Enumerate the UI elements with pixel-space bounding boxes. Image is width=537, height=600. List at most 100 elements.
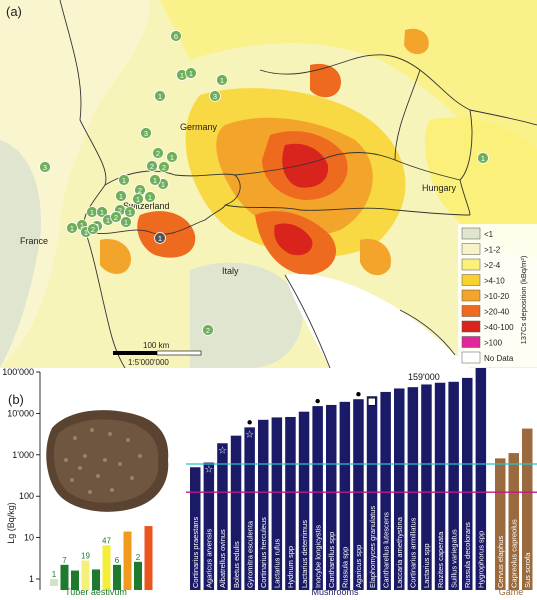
sample-marker <box>66 222 78 234</box>
sample-marker <box>170 30 182 42</box>
marker-count: 1 <box>158 234 162 243</box>
x-labels: Cortinarius praestans Agaricus arvensis Al… <box>191 506 532 588</box>
legend-swatch <box>461 243 481 255</box>
truffle-image <box>46 410 169 512</box>
marker-count: 1 <box>106 216 110 225</box>
sample-marker <box>115 190 127 202</box>
tuber-bar <box>102 545 111 590</box>
tuber-bar <box>81 560 90 590</box>
mushroom-bar <box>190 467 201 590</box>
sample-marker <box>152 147 164 159</box>
y-tick-label: 1'000 <box>12 450 34 460</box>
tuber-bar <box>134 561 142 590</box>
legend-swatch <box>461 336 481 348</box>
marker-count: 3 <box>43 163 47 172</box>
group-label-tuber: Tuber aestivum <box>65 587 127 597</box>
deposition-map: (a) Germany Switzerland France Italy Hun… <box>0 0 537 368</box>
legend-label: No Data <box>484 354 514 363</box>
marker-count: 3 <box>213 92 217 101</box>
marker-star-icon: ☆ <box>218 445 227 456</box>
mushroom-bar <box>339 401 351 590</box>
label-italy: Italy <box>222 266 239 276</box>
mushroom-label: Hydnum spp <box>286 546 295 588</box>
mushroom-label: Agaricus spp <box>354 545 363 588</box>
reference-lines <box>186 463 537 493</box>
legend-label: >1-2 <box>484 246 501 255</box>
mushroom-bar <box>203 462 215 590</box>
marker-count: 1 <box>189 69 193 78</box>
marker-count: 1 <box>80 221 84 230</box>
mushroom-label: Cantharellus lutescens <box>381 512 390 588</box>
legend-label: >40-100 <box>484 323 514 332</box>
chart-panel-label: (b) <box>8 392 24 407</box>
mushroom-bar <box>285 416 296 590</box>
game-label: Cervus elaphus <box>496 536 505 588</box>
marker-count: 2 <box>114 213 118 222</box>
label-france: France <box>20 236 48 246</box>
legend-label: >10-20 <box>484 292 510 301</box>
mushroom-label: Boletus edulis <box>232 541 241 588</box>
mushroom-label: Cortinarius armillatus <box>409 517 418 588</box>
mushroom-label: Cantharellus spp <box>327 532 336 588</box>
sample-marker <box>120 216 132 228</box>
mushroom-bar <box>230 435 242 590</box>
mushroom-bar <box>462 377 473 590</box>
sample-marker <box>87 223 99 235</box>
game-label: Sus scrofa <box>523 552 532 588</box>
group-label-mushrooms: Mushrooms <box>311 587 359 597</box>
marker-count: 2 <box>91 225 95 234</box>
adriatic-sea <box>285 274 470 368</box>
tuber-bar-label: 2 <box>136 553 141 562</box>
mushroom-bar <box>258 419 269 590</box>
mushroom-label: Rozites caperata <box>436 531 445 588</box>
sample-marker <box>154 232 166 244</box>
legend-label: >20-40 <box>484 308 510 317</box>
marker-count: 1 <box>128 208 132 217</box>
game-bar <box>522 428 533 590</box>
legend-swatch <box>461 320 481 333</box>
marker-count: 1 <box>481 154 485 163</box>
mushroom-bar <box>380 391 391 590</box>
mushroom-label: Hygrophorus spp <box>477 531 486 588</box>
map-legend: 137Cs deposition (kBq/m²) <1 >1-2 >2-4 >4-1… <box>458 224 537 367</box>
sample-marker <box>202 324 214 336</box>
sample-marker <box>124 206 136 218</box>
sample-marker <box>209 90 221 102</box>
mushroom-label: Laccaria amethystina <box>395 516 404 588</box>
marker-count: 2 <box>162 163 166 172</box>
marker-dot <box>356 392 361 397</box>
mushroom-bar <box>434 382 446 590</box>
mushroom-bar <box>421 384 432 590</box>
scale-label: 100 km <box>143 341 170 350</box>
tuber-bar <box>92 569 100 590</box>
marker-count: 1 <box>158 92 162 101</box>
mushroom-bar <box>475 368 487 590</box>
mushroom-label: Agaricus arvensis <box>205 529 214 588</box>
activity-chart: (b) Lg (Bq/kg) 1101001'00010'000100'000 … <box>2 368 537 597</box>
sample-marker <box>39 161 51 173</box>
marker-count: 3 <box>144 129 148 138</box>
marker-count: 1 <box>148 193 152 202</box>
y-tick-label: 10 <box>24 533 34 543</box>
marker-count: 1 <box>136 195 140 204</box>
tuber-bar-label: 1 <box>52 570 57 579</box>
tuber-bar-label: 6 <box>115 556 120 565</box>
legend-title: 137Cs deposition (kBq/m²) <box>519 255 528 344</box>
legend-label: >2-4 <box>484 261 501 270</box>
marker-count: 1 <box>153 176 157 185</box>
mushroom-bar <box>366 396 378 590</box>
sample-marker <box>118 174 130 186</box>
mushroom-bar <box>244 427 255 590</box>
top-value-label: 159'000 <box>408 372 440 382</box>
game-bar <box>495 458 506 590</box>
marker-star-icon: ☆ <box>204 465 213 476</box>
label-germany: Germany <box>180 122 218 132</box>
coastline <box>284 274 456 368</box>
y-tick-label: 1 <box>29 574 34 584</box>
mushroom-bar <box>326 404 337 590</box>
sample-marker <box>140 127 152 139</box>
mushroom-bar <box>271 417 283 590</box>
mushroom-label: Russula decolorans <box>463 522 472 588</box>
mushroom-label: Gyromitra esculenta <box>245 520 254 588</box>
legend-swatch <box>461 227 481 240</box>
